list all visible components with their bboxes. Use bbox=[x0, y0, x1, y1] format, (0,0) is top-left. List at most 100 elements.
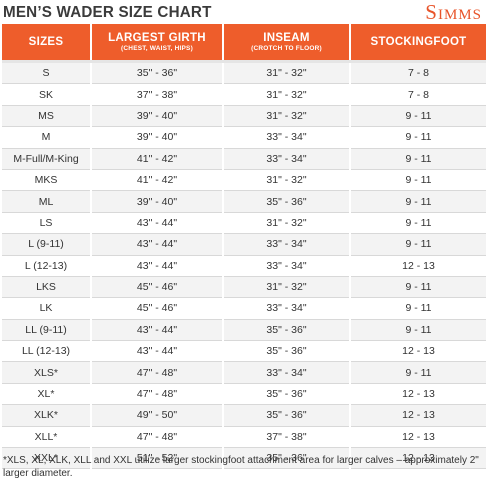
stockingfoot-cell: 12 - 13 bbox=[350, 426, 486, 449]
table-row: XLS* 47" - 48" 33" - 34" 9 - 11 bbox=[2, 361, 486, 384]
column-header-largest-girth: LARGEST GIRTH (CHEST, WAIST, HIPS) bbox=[91, 24, 224, 62]
stockingfoot-cell: 9 - 11 bbox=[350, 276, 486, 299]
size-cell: XLK* bbox=[2, 404, 92, 427]
inseam-cell: 37" - 38" bbox=[223, 426, 351, 449]
size-cell: L (9-11) bbox=[2, 233, 92, 256]
table-row: LL (9-11) 43" - 44" 35" - 36" 9 - 11 bbox=[2, 319, 486, 342]
column-header-sublabel: (CROTCH TO FLOOR) bbox=[251, 45, 322, 53]
stockingfoot-cell: 9 - 11 bbox=[350, 319, 486, 342]
table-row: XXL* 51" - 52" 35" - 36" 12 - 13 bbox=[2, 447, 486, 470]
stockingfoot-cell: 7 - 8 bbox=[350, 83, 486, 106]
size-cell: SK bbox=[2, 83, 92, 106]
stockingfoot-cell: 9 - 11 bbox=[350, 169, 486, 192]
inseam-cell: 31" - 32" bbox=[223, 59, 351, 85]
footnote: *XLS, XL, XLK, XLL and XXL utilize large… bbox=[3, 455, 479, 479]
table-row: L (9-11) 43" - 44" 33" - 34" 9 - 11 bbox=[2, 233, 486, 256]
table-header-row: SIZES LARGEST GIRTH (CHEST, WAIST, HIPS)… bbox=[2, 24, 486, 62]
table-row: ML 39" - 40" 35" - 36" 9 - 11 bbox=[2, 190, 486, 213]
page-title: MEN’S WADER SIZE CHART bbox=[3, 4, 212, 21]
inseam-cell: 33" - 34" bbox=[223, 126, 351, 149]
table-row: MKS 41" - 42" 31" - 32" 9 - 11 bbox=[2, 169, 486, 192]
table-body: S 35" - 36" 31" - 32" 7 - 8 SK 37" - 38" 31" -… bbox=[2, 59, 486, 470]
table-row: LK 45" - 46" 33" - 34" 9 - 11 bbox=[2, 297, 486, 320]
stockingfoot-cell: 12 - 13 bbox=[350, 404, 486, 427]
table-row: SK 37" - 38" 31" - 32" 7 - 8 bbox=[2, 83, 486, 106]
inseam-cell: 31" - 32" bbox=[223, 83, 351, 106]
girth-cell: 41" - 42" bbox=[91, 148, 224, 170]
column-header-sublabel: (CHEST, WAIST, HIPS) bbox=[121, 45, 193, 53]
inseam-cell: 35" - 36" bbox=[223, 319, 351, 342]
column-header-label: INSEAM bbox=[263, 31, 310, 44]
girth-cell: 41" - 42" bbox=[91, 169, 224, 192]
girth-cell: 43" - 44" bbox=[91, 212, 224, 235]
column-header-label: SIZES bbox=[28, 35, 64, 48]
stockingfoot-cell: 12 - 13 bbox=[350, 383, 486, 406]
size-cell: XXL* bbox=[2, 447, 92, 470]
stockingfoot-cell: 9 - 11 bbox=[350, 297, 486, 320]
stockingfoot-cell: 9 - 11 bbox=[350, 361, 486, 384]
size-cell: M bbox=[2, 126, 92, 149]
column-header-label: STOCKINGFOOT bbox=[370, 35, 467, 48]
girth-cell: 47" - 48" bbox=[91, 361, 224, 384]
stockingfoot-cell: 12 - 13 bbox=[350, 340, 486, 363]
size-cell: XLL* bbox=[2, 426, 92, 449]
table-row: M-Full/M-King 41" - 42" 33" - 34" 9 - 11 bbox=[2, 148, 486, 170]
inseam-cell: 35" - 36" bbox=[223, 340, 351, 363]
girth-cell: 47" - 48" bbox=[91, 383, 224, 406]
girth-cell: 43" - 44" bbox=[91, 319, 224, 342]
size-cell: XLS* bbox=[2, 361, 92, 384]
inseam-cell: 35" - 36" bbox=[223, 383, 351, 406]
size-cell: MKS bbox=[2, 169, 92, 192]
size-cell: S bbox=[2, 59, 92, 85]
girth-cell: 43" - 44" bbox=[91, 255, 224, 277]
size-cell: LKS bbox=[2, 276, 92, 299]
girth-cell: 39" - 40" bbox=[91, 126, 224, 149]
size-cell: LL (12-13) bbox=[2, 340, 92, 363]
girth-cell: 35" - 36" bbox=[91, 59, 224, 85]
girth-cell: 37" - 38" bbox=[91, 83, 224, 106]
inseam-cell: 35" - 36" bbox=[223, 447, 351, 470]
stockingfoot-cell: 9 - 11 bbox=[350, 212, 486, 235]
inseam-cell: 31" - 32" bbox=[223, 169, 351, 192]
girth-cell: 51" - 52" bbox=[91, 447, 224, 470]
girth-cell: 43" - 44" bbox=[91, 233, 224, 256]
brand-logo: Simms bbox=[425, 0, 482, 24]
inseam-cell: 33" - 34" bbox=[223, 255, 351, 277]
size-cell: M-Full/M-King bbox=[2, 148, 92, 170]
girth-cell: 45" - 46" bbox=[91, 297, 224, 320]
girth-cell: 43" - 44" bbox=[91, 340, 224, 363]
column-header-label: LARGEST GIRTH bbox=[108, 31, 206, 44]
table-row: S 35" - 36" 31" - 32" 7 - 8 bbox=[2, 59, 486, 85]
size-cell: LK bbox=[2, 297, 92, 320]
stockingfoot-cell: 9 - 11 bbox=[350, 233, 486, 256]
girth-cell: 49" - 50" bbox=[91, 404, 224, 427]
chart-header: MEN’S WADER SIZE CHART Simms bbox=[0, 0, 488, 24]
stockingfoot-cell: 9 - 11 bbox=[350, 105, 486, 128]
stockingfoot-cell: 9 - 11 bbox=[350, 126, 486, 149]
stockingfoot-cell: 9 - 11 bbox=[350, 148, 486, 170]
inseam-cell: 33" - 34" bbox=[223, 148, 351, 170]
table-row: MS 39" - 40" 31" - 32" 9 - 11 bbox=[2, 105, 486, 128]
table-row: XL* 47" - 48" 35" - 36" 12 - 13 bbox=[2, 383, 486, 406]
inseam-cell: 31" - 32" bbox=[223, 105, 351, 128]
size-cell: L (12-13) bbox=[2, 255, 92, 277]
inseam-cell: 33" - 34" bbox=[223, 233, 351, 256]
inseam-cell: 35" - 36" bbox=[223, 404, 351, 427]
stockingfoot-cell: 12 - 13 bbox=[350, 255, 486, 277]
table-row: LKS 45" - 46" 31" - 32" 9 - 11 bbox=[2, 276, 486, 299]
girth-cell: 45" - 46" bbox=[91, 276, 224, 299]
size-cell: LL (9-11) bbox=[2, 319, 92, 342]
inseam-cell: 33" - 34" bbox=[223, 297, 351, 320]
girth-cell: 47" - 48" bbox=[91, 426, 224, 449]
table-row: L (12-13) 43" - 44" 33" - 34" 12 - 13 bbox=[2, 255, 486, 277]
size-chart-table: SIZES LARGEST GIRTH (CHEST, WAIST, HIPS)… bbox=[2, 24, 486, 470]
stockingfoot-cell: 9 - 11 bbox=[350, 190, 486, 213]
column-header-inseam: INSEAM (CROTCH TO FLOOR) bbox=[223, 24, 351, 62]
inseam-cell: 33" - 34" bbox=[223, 361, 351, 384]
size-cell: ML bbox=[2, 190, 92, 213]
size-cell: MS bbox=[2, 105, 92, 128]
table-row: LL (12-13) 43" - 44" 35" - 36" 12 - 13 bbox=[2, 340, 486, 363]
table-row: XLK* 49" - 50" 35" - 36" 12 - 13 bbox=[2, 404, 486, 427]
girth-cell: 39" - 40" bbox=[91, 105, 224, 128]
table-row: LS 43" - 44" 31" - 32" 9 - 11 bbox=[2, 212, 486, 235]
